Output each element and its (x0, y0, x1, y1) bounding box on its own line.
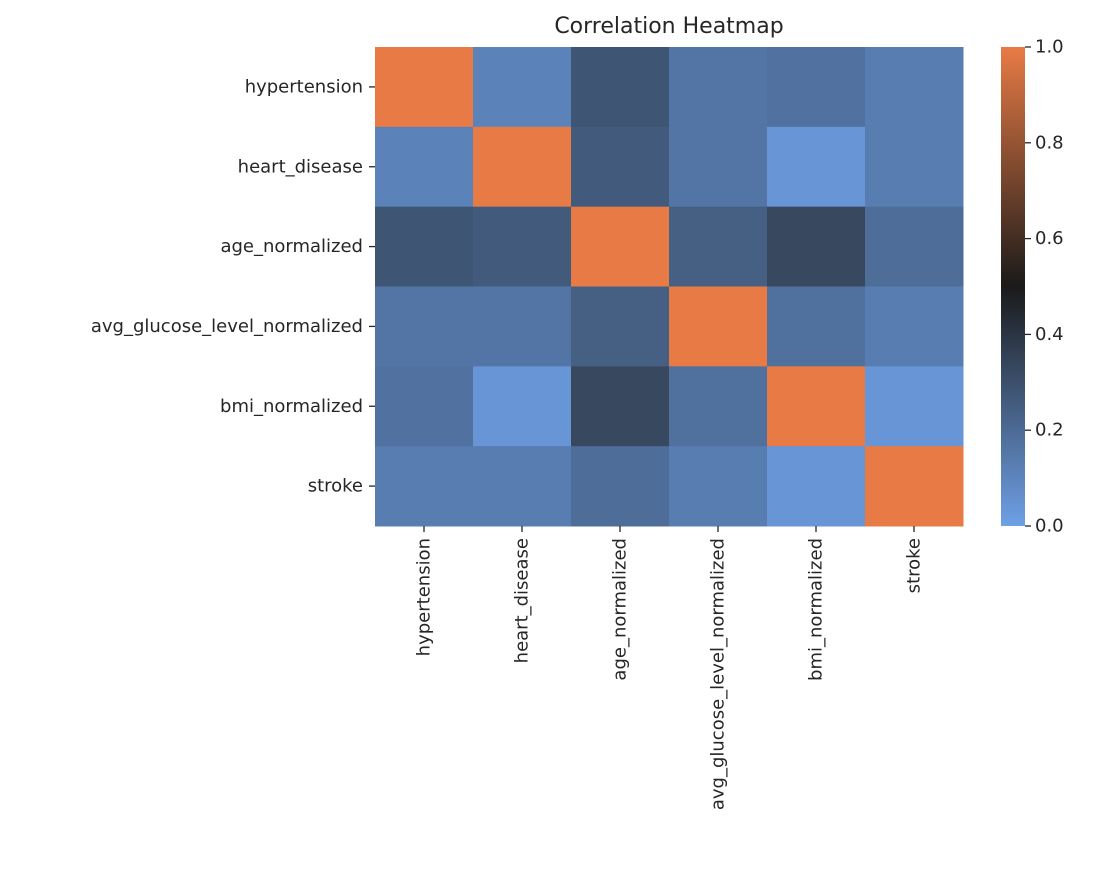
heatmap-cell-stroke-heart-disease (473, 446, 572, 527)
colorbar-tick-label: 0.6 (1035, 228, 1064, 249)
heatmap-cell-bmi-normalized-avg-glucose-level-normalized (669, 366, 768, 447)
x-tick-label-bmi-normalized: bmi_normalized (806, 538, 827, 681)
heatmap-cell-bmi-normalized-stroke (865, 366, 964, 447)
heatmap-cell-heart-disease-hypertension (375, 126, 474, 208)
x-tick-label-avg-glucose-level-normalized: avg_glucose_level_normalized (708, 538, 729, 810)
colorbar (1001, 47, 1025, 526)
heatmap-cells (375, 47, 964, 527)
heatmap-cell-hypertension-hypertension (375, 47, 474, 128)
heatmap-cell-age-normalized-hypertension (375, 206, 474, 287)
x-tick-label-age-normalized: age_normalized (610, 538, 631, 681)
heatmap-cell-hypertension-stroke (865, 47, 964, 128)
x-tick-label-hypertension: hypertension (414, 538, 435, 656)
heatmap-cell-avg-glucose-level-normalized-bmi-normalized (767, 286, 866, 367)
y-tick-label-age-normalized: age_normalized (220, 236, 363, 257)
heatmap-cell-hypertension-bmi-normalized (767, 47, 866, 128)
colorbar-tick-label: 0.4 (1035, 324, 1064, 345)
heatmap-cell-hypertension-age-normalized (571, 47, 670, 128)
colorbar-tick-label: 0.0 (1035, 516, 1064, 537)
heatmap-cell-hypertension-heart-disease (473, 47, 572, 128)
heatmap-cell-heart-disease-stroke (865, 126, 964, 208)
colorbar-tick-label: 0.2 (1035, 420, 1064, 441)
heatmap-cell-heart-disease-avg-glucose-level-normalized (669, 126, 768, 208)
heatmap-cell-stroke-stroke (865, 446, 964, 527)
y-tick-label-stroke: stroke (308, 476, 363, 497)
y-axis-tick-labels: hypertension heart_disease age_normalizeda… (91, 76, 375, 497)
heatmap-cell-avg-glucose-level-normalized-age-normalized (571, 286, 670, 367)
y-tick-label-avg-glucose-level-normalized: avg_glucose_level_normalized (91, 316, 363, 337)
y-tick-label-bmi-normalized: bmi_normalized (220, 396, 363, 417)
x-tick-label-stroke: stroke (904, 538, 925, 593)
heatmap-cell-heart-disease-bmi-normalized (767, 126, 866, 208)
heatmap-cell-age-normalized-heart-disease (473, 206, 572, 287)
x-axis-tick-labels: hypertension heart_disease age_normalized a… (414, 526, 925, 810)
chart-title: Correlation Heatmap (554, 14, 783, 39)
heatmap-cell-hypertension-avg-glucose-level-normalized (669, 47, 768, 128)
heatmap-cell-avg-glucose-level-normalized-hypertension (375, 286, 474, 367)
heatmap-cell-age-normalized-stroke (865, 206, 964, 287)
heatmap-cell-age-normalized-bmi-normalized (767, 206, 866, 287)
x-tick-label-heart-disease: heart_disease (512, 538, 533, 663)
heatmap-cell-stroke-age-normalized (571, 446, 670, 527)
colorbar-tick-label: 0.8 (1035, 132, 1064, 153)
colorbar-tick-label: 1.0 (1035, 37, 1064, 58)
heatmap-cell-age-normalized-age-normalized (571, 206, 670, 287)
heatmap-cell-heart-disease-age-normalized (571, 126, 670, 208)
heatmap-cell-bmi-normalized-heart-disease (473, 366, 572, 447)
y-tick-label-heart-disease: heart_disease (238, 156, 363, 177)
heatmap-cell-stroke-bmi-normalized (767, 446, 866, 527)
heatmap-cell-bmi-normalized-bmi-normalized (767, 366, 866, 447)
heatmap-cell-avg-glucose-level-normalized-heart-disease (473, 286, 572, 367)
heatmap-cell-stroke-avg-glucose-level-normalized (669, 446, 768, 527)
heatmap-cell-heart-disease-heart-disease (473, 126, 572, 208)
heatmap-cell-bmi-normalized-hypertension (375, 366, 474, 447)
heatmap-cell-avg-glucose-level-normalized-stroke (865, 286, 964, 367)
heatmap-cell-bmi-normalized-age-normalized (571, 366, 670, 447)
heatmap-cell-age-normalized-avg-glucose-level-normalized (669, 206, 768, 287)
heatmap-cell-avg-glucose-level-normalized-avg-glucose-level-normalized (669, 286, 768, 367)
colorbar-ticks: 0.0 0.2 0.4 0.6 0.8 1.0 (1025, 37, 1064, 537)
heatmap-cell-stroke-hypertension (375, 446, 474, 527)
y-tick-label-hypertension: hypertension (245, 76, 363, 97)
